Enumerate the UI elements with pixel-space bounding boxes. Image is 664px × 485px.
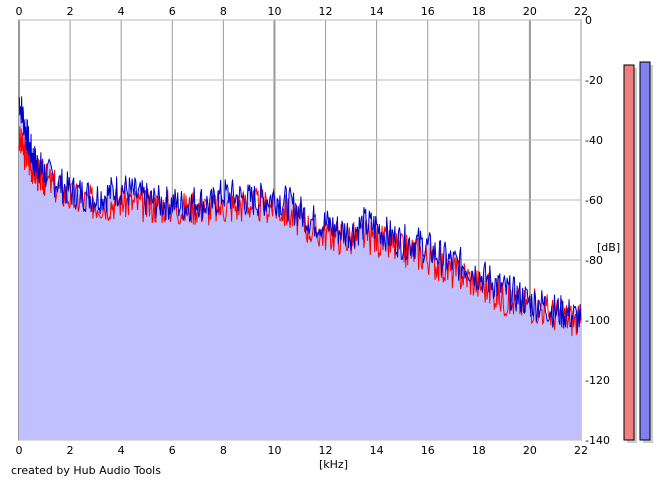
y-tick-label: -20 xyxy=(585,74,603,87)
x-tick-label-top: 20 xyxy=(523,5,537,18)
x-tick-label-top: 12 xyxy=(319,5,333,18)
y-tick-label: -80 xyxy=(585,254,603,267)
y-tick-label: -100 xyxy=(585,314,610,327)
x-tick-label-bottom: 22 xyxy=(574,444,588,457)
tick-labels: 002244668810101212141416161818202022220-… xyxy=(16,5,610,457)
x-tick-label-top: 16 xyxy=(421,5,435,18)
x-tick-label-top: 10 xyxy=(267,5,281,18)
x-tick-label-bottom: 6 xyxy=(169,444,176,457)
x-tick-label-bottom: 14 xyxy=(370,444,384,457)
y-tick-label: -60 xyxy=(585,194,603,207)
x-tick-label-top: 0 xyxy=(16,5,23,18)
level-meter-bar-2 xyxy=(639,61,651,441)
x-tick-label-bottom: 8 xyxy=(220,444,227,457)
x-tick-label-bottom: 18 xyxy=(472,444,486,457)
spectrum-fill xyxy=(19,96,581,441)
x-tick-label-top: 14 xyxy=(370,5,384,18)
x-tick-label-bottom: 20 xyxy=(523,444,537,457)
x-tick-label-top: 18 xyxy=(472,5,486,18)
series-layer xyxy=(18,96,582,441)
x-tick-label-bottom: 2 xyxy=(67,444,74,457)
series-line-2 xyxy=(18,96,582,333)
y-axis-label: [dB] xyxy=(597,241,620,254)
y-tick-label: -40 xyxy=(585,134,603,147)
level-meters xyxy=(623,61,653,443)
credit-text: created by Hub Audio Tools xyxy=(11,464,161,477)
x-tick-label-top: 8 xyxy=(220,5,227,18)
y-tick-label: 0 xyxy=(585,14,592,27)
y-tick-label: -120 xyxy=(585,374,610,387)
x-tick-label-top: 6 xyxy=(169,5,176,18)
x-tick-label-bottom: 4 xyxy=(118,444,125,457)
x-tick-label-bottom: 12 xyxy=(319,444,333,457)
level-meter-bar-1 xyxy=(623,64,635,441)
x-axis-label: [kHz] xyxy=(319,458,348,471)
x-tick-label-bottom: 16 xyxy=(421,444,435,457)
x-tick-label-top: 22 xyxy=(574,5,588,18)
x-tick-label-top: 2 xyxy=(67,5,74,18)
x-tick-label-bottom: 10 xyxy=(267,444,281,457)
x-tick-label-top: 4 xyxy=(118,5,125,18)
y-tick-label: -140 xyxy=(585,434,610,447)
x-tick-label-bottom: 0 xyxy=(16,444,23,457)
